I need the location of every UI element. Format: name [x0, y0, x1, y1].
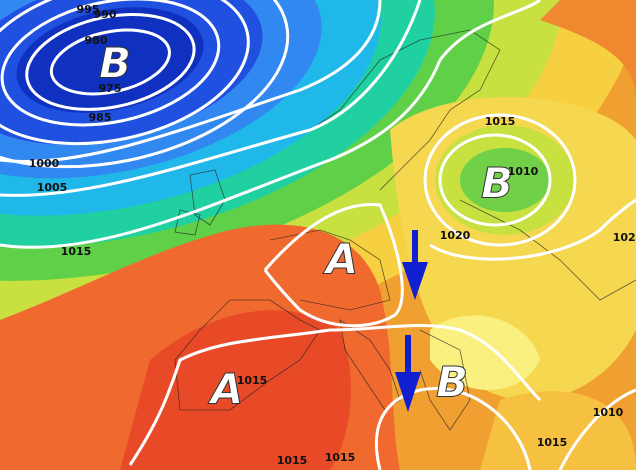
isobar-label: 1015: [237, 374, 268, 387]
isobar-label: 1010: [593, 406, 624, 419]
pressure-center: A: [208, 365, 244, 414]
isobar-label: 1015: [325, 451, 356, 464]
isobar-label: 980: [85, 34, 108, 47]
arrows: [395, 230, 428, 412]
isobar-label: 1015: [485, 115, 516, 128]
isobar-label: 1005: [37, 181, 68, 194]
pressure-center: B: [99, 39, 131, 88]
isobar-label: 1000: [29, 157, 60, 170]
coastlines: [174, 29, 636, 431]
isobar-label: 1020: [613, 231, 636, 244]
isobar-label: 985: [89, 111, 112, 124]
isobar-label: 1020: [440, 229, 471, 242]
isobar-label: 975: [99, 82, 122, 95]
isobar-label: 1010: [508, 165, 539, 178]
isobar-label: 990: [94, 8, 117, 21]
pressure-center: B: [436, 358, 468, 407]
pressure-center: B: [481, 159, 513, 208]
isobar-label: 1015: [537, 436, 568, 449]
pressure-center: A: [323, 235, 359, 284]
isobar-label: 1015: [277, 454, 308, 467]
isobar-label: 1015: [61, 245, 92, 258]
isobar-label: 995: [77, 3, 100, 16]
